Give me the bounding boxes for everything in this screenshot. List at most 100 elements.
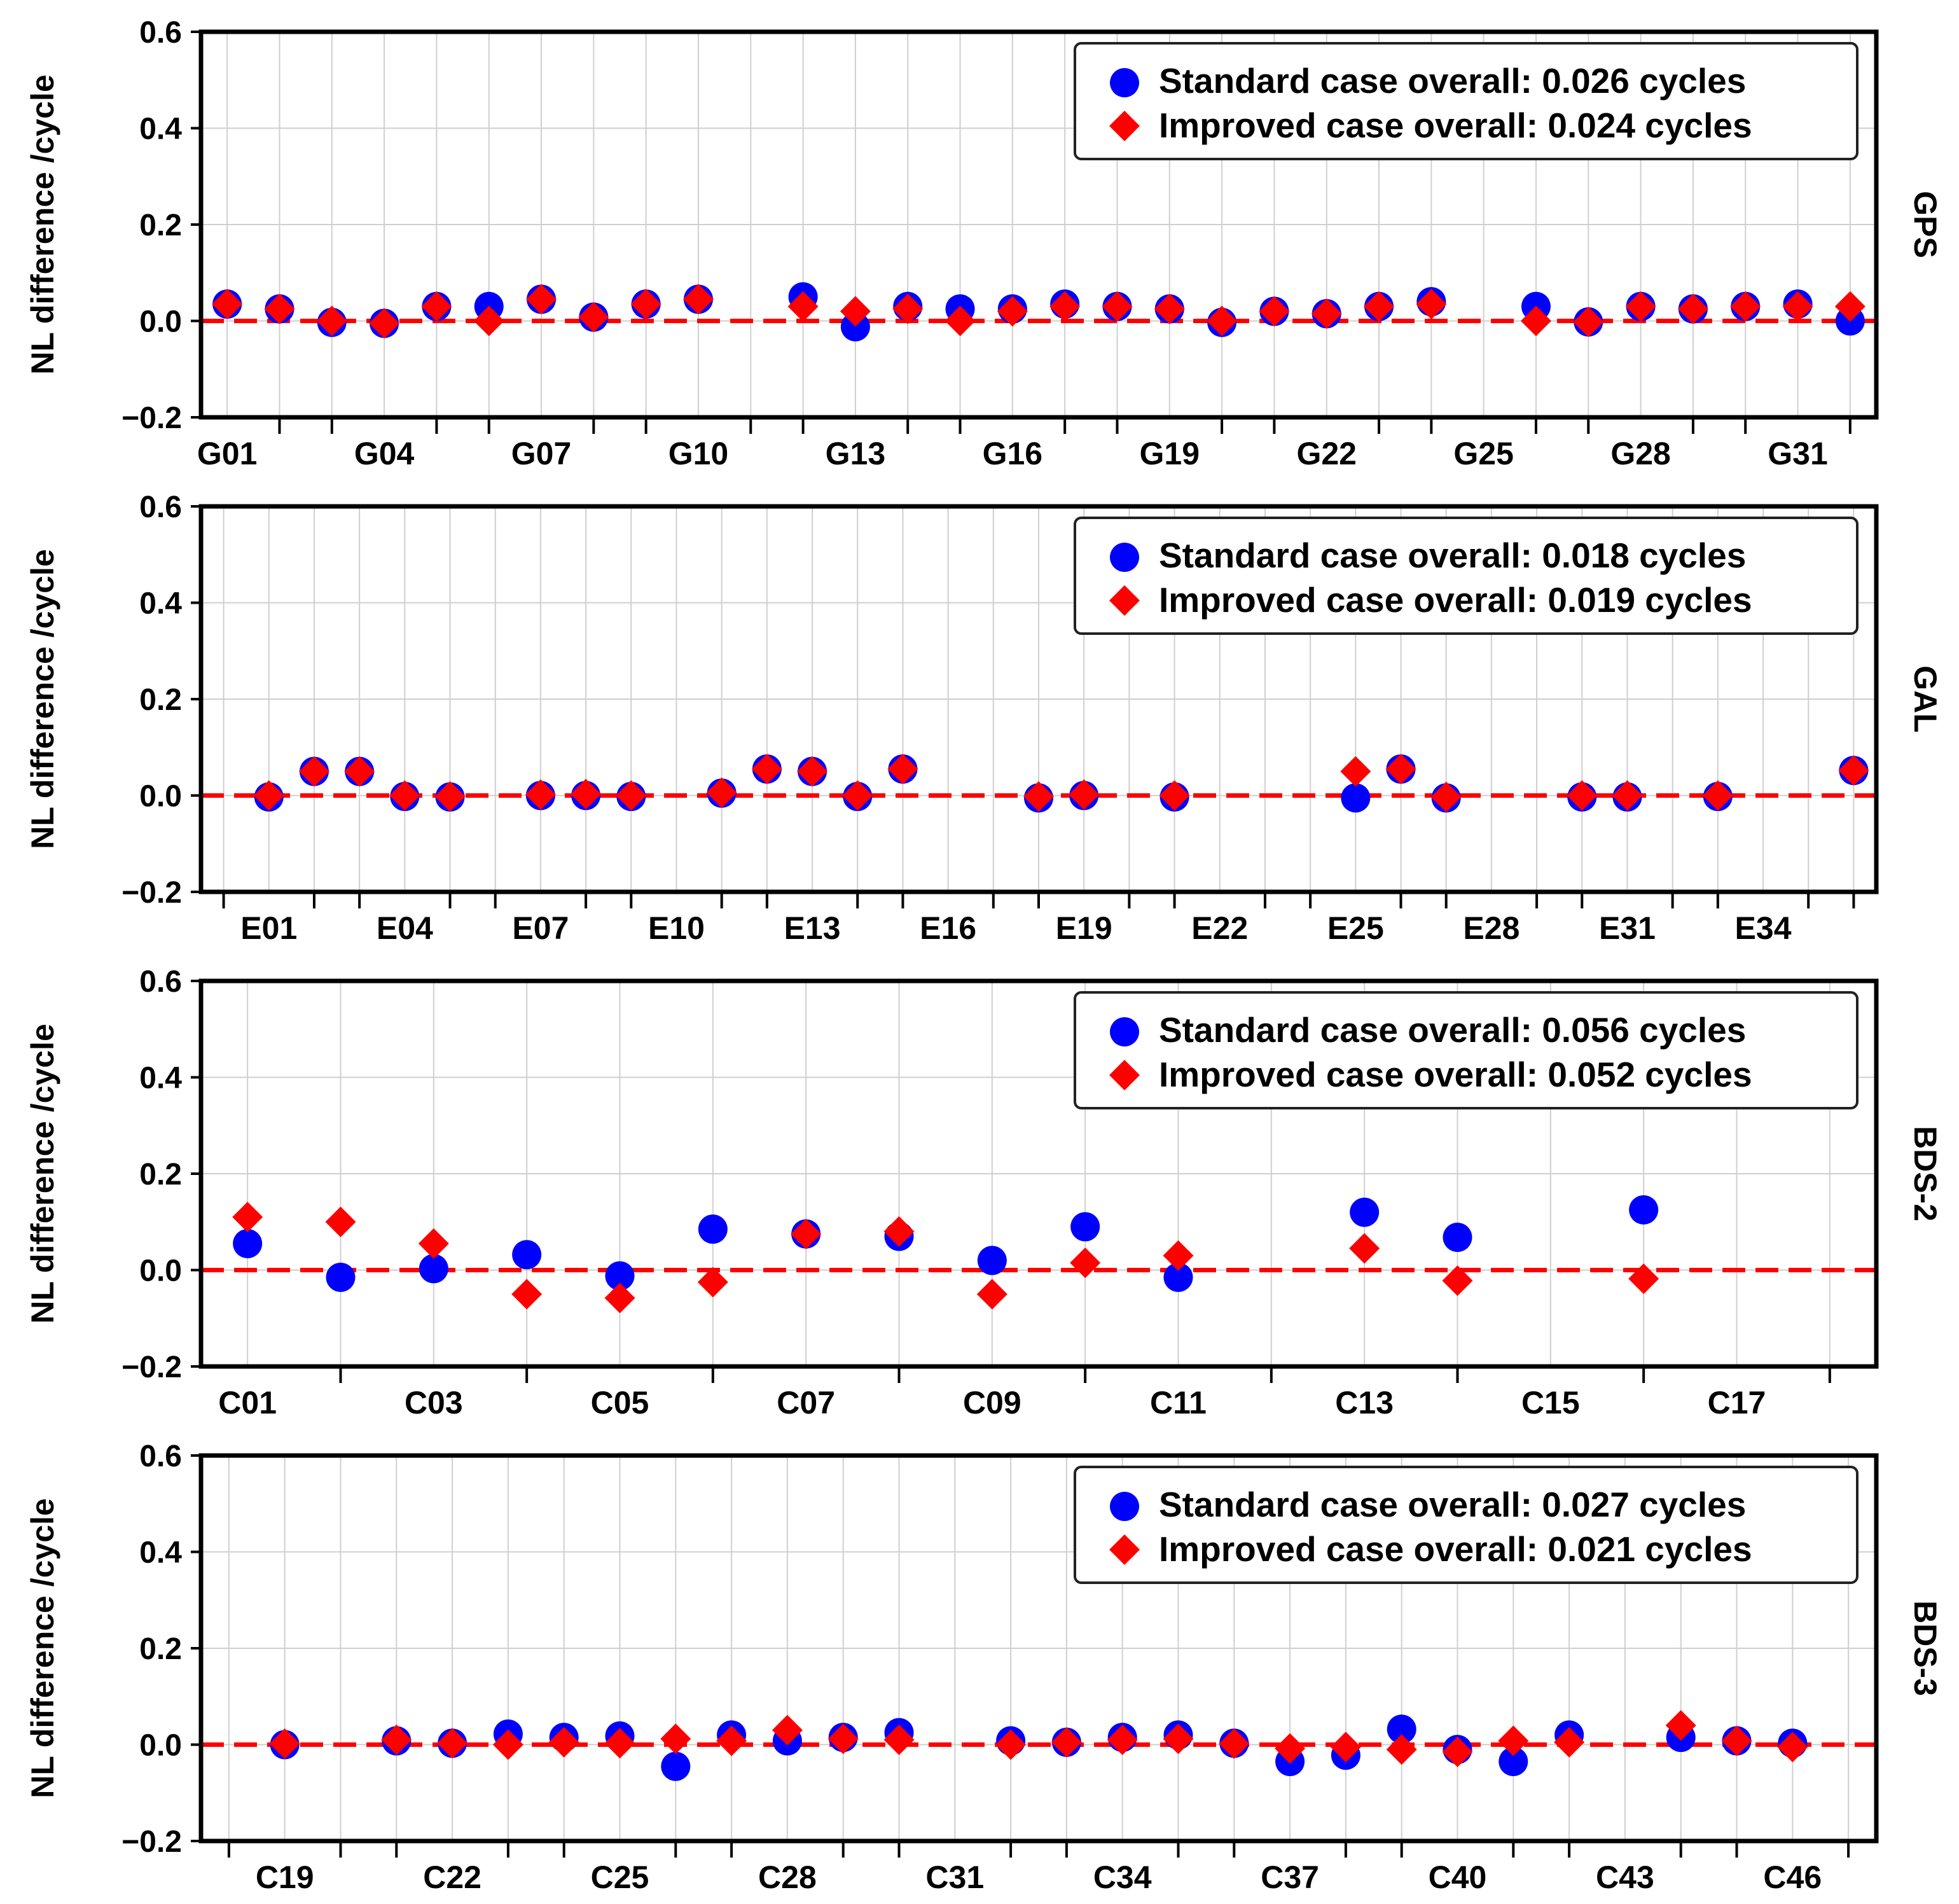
y-tick-label: 0.6 xyxy=(139,1440,182,1473)
legend-improved-text: Improved case overall: 0.052 cycles xyxy=(1159,1055,1752,1094)
legend-box xyxy=(1074,517,1859,635)
improved-point-e36 xyxy=(1838,755,1869,786)
legend-improved-marker xyxy=(1109,111,1140,141)
improved-point-e18 xyxy=(1023,781,1054,812)
x-tick-label-c46: C46 xyxy=(1763,1859,1822,1895)
improved-point-c26 xyxy=(660,1723,691,1755)
panel-gal: −0.2 0.0 0.2 0.4 0.6 E01 E04 E07 E10 E13 E16 E19 E22… xyxy=(25,490,1943,946)
improved-point-g23 xyxy=(1364,291,1395,322)
x-tick-label-c09: C09 xyxy=(963,1385,1021,1421)
y-tick-label: 0.4 xyxy=(139,587,182,621)
y-tick-label: 0.2 xyxy=(139,683,182,717)
improved-point-g14 xyxy=(892,293,924,324)
legend-improved-text: Improved case overall: 0.021 cycles xyxy=(1159,1529,1752,1569)
improved-point-e12 xyxy=(751,753,782,784)
standard-point-c14 xyxy=(1443,1222,1472,1252)
x-tick-label-c31: C31 xyxy=(925,1859,984,1895)
improved-point-e04 xyxy=(389,780,420,811)
improved-point-e19 xyxy=(1069,779,1100,810)
y-axis-label: NL difference /cycle xyxy=(25,549,60,849)
system-label: GPS xyxy=(1907,191,1943,258)
x-tick-label-c19: C19 xyxy=(256,1859,314,1895)
improved-point-g16 xyxy=(997,296,1028,327)
standard-point-c06 xyxy=(698,1214,728,1244)
improved-point-c37 xyxy=(1275,1733,1306,1764)
standard-point-e25 xyxy=(1341,783,1371,813)
x-tick-label-c13: C13 xyxy=(1335,1385,1394,1421)
improved-point-g19 xyxy=(1154,293,1185,324)
improved-point-g17 xyxy=(1049,291,1081,322)
improved-point-g01 xyxy=(212,288,243,319)
x-tick-label-c25: C25 xyxy=(591,1859,649,1895)
improved-point-c45 xyxy=(1721,1725,1752,1756)
legend-standard-text: Standard case overall: 0.018 cycles xyxy=(1159,536,1746,575)
legend: Standard case overall: 0.026 cycles Impro… xyxy=(1074,42,1859,160)
legend-standard-marker xyxy=(1110,68,1139,97)
improved-point-g02 xyxy=(264,293,295,324)
improved-point-c14 xyxy=(1442,1265,1473,1296)
x-tick-label-e25: E25 xyxy=(1327,910,1384,946)
improved-point-g27 xyxy=(1573,307,1604,338)
improved-point-c27 xyxy=(716,1725,747,1756)
legend-standard-marker xyxy=(1110,543,1139,572)
x-tick-label-e04: E04 xyxy=(377,910,433,946)
improved-point-g04 xyxy=(369,308,400,339)
improved-point-c03 xyxy=(418,1228,449,1259)
improved-point-c23 xyxy=(492,1729,523,1760)
standard-point-c11 xyxy=(1163,1262,1193,1292)
y-tick-label: 0.0 xyxy=(139,1254,182,1288)
legend-box xyxy=(1074,1466,1859,1584)
improved-point-g18 xyxy=(1102,291,1133,322)
improved-point-c29 xyxy=(827,1723,859,1755)
y-tick-label: 0.4 xyxy=(139,1536,182,1570)
improved-point-c02 xyxy=(325,1206,356,1237)
improved-point-g30 xyxy=(1730,291,1761,322)
legend-improved-marker xyxy=(1109,1060,1140,1090)
y-tick-label: −0.2 xyxy=(121,401,182,435)
y-tick-label: −0.2 xyxy=(121,1825,182,1859)
x-tick-label-e34: E34 xyxy=(1735,910,1792,946)
improved-point-e14 xyxy=(842,780,873,811)
improved-point-c04 xyxy=(511,1279,543,1310)
improved-point-g31 xyxy=(1782,291,1813,322)
x-tick-label-g16: G16 xyxy=(983,436,1043,471)
x-tick-label-c40: C40 xyxy=(1429,1859,1487,1895)
x-tick-label-g19: G19 xyxy=(1140,436,1200,471)
x-tick-label-c03: C03 xyxy=(405,1385,463,1421)
x-tick-label-g07: G07 xyxy=(511,436,572,471)
y-tick-label: 0.2 xyxy=(139,1632,182,1666)
system-label: BDS-2 xyxy=(1907,1126,1943,1221)
legend-improved-text: Improved case overall: 0.024 cycles xyxy=(1159,106,1752,145)
improved-point-c41 xyxy=(1498,1725,1529,1756)
standard-point-c05 xyxy=(605,1261,635,1291)
improved-point-c46 xyxy=(1777,1732,1808,1763)
legend-improved-marker xyxy=(1109,585,1140,616)
improved-point-g24 xyxy=(1416,288,1447,319)
standard-point-c26 xyxy=(661,1751,691,1781)
improved-point-c08 xyxy=(883,1216,915,1247)
improved-point-e31 xyxy=(1612,780,1643,811)
y-tick-label: −0.2 xyxy=(121,1351,182,1384)
improved-point-c19 xyxy=(269,1728,300,1759)
y-tick-label: 0.0 xyxy=(139,780,182,814)
improved-point-g29 xyxy=(1677,293,1708,324)
standard-point-c13 xyxy=(1350,1197,1380,1227)
y-axis-label: NL difference /cycle xyxy=(25,1024,60,1324)
improved-point-e30 xyxy=(1567,780,1598,811)
improved-point-g03 xyxy=(316,305,347,337)
x-tick-label-e16: E16 xyxy=(920,910,976,946)
improved-point-c38 xyxy=(1330,1732,1361,1763)
x-tick-label-g28: G28 xyxy=(1610,436,1671,471)
standard-point-c39 xyxy=(1387,1714,1416,1744)
y-tick-label: 0.4 xyxy=(139,113,182,146)
standard-point-c10 xyxy=(1070,1212,1100,1242)
x-tick-label-c28: C28 xyxy=(758,1859,817,1895)
x-tick-label-g04: G04 xyxy=(354,436,415,471)
legend-box xyxy=(1074,42,1859,160)
improved-point-e11 xyxy=(706,777,737,808)
improved-point-e25 xyxy=(1340,756,1371,787)
improved-point-c25 xyxy=(604,1728,635,1759)
improved-point-e02 xyxy=(298,756,329,787)
y-tick-label: −0.2 xyxy=(121,876,182,910)
improved-point-g20 xyxy=(1207,305,1238,337)
